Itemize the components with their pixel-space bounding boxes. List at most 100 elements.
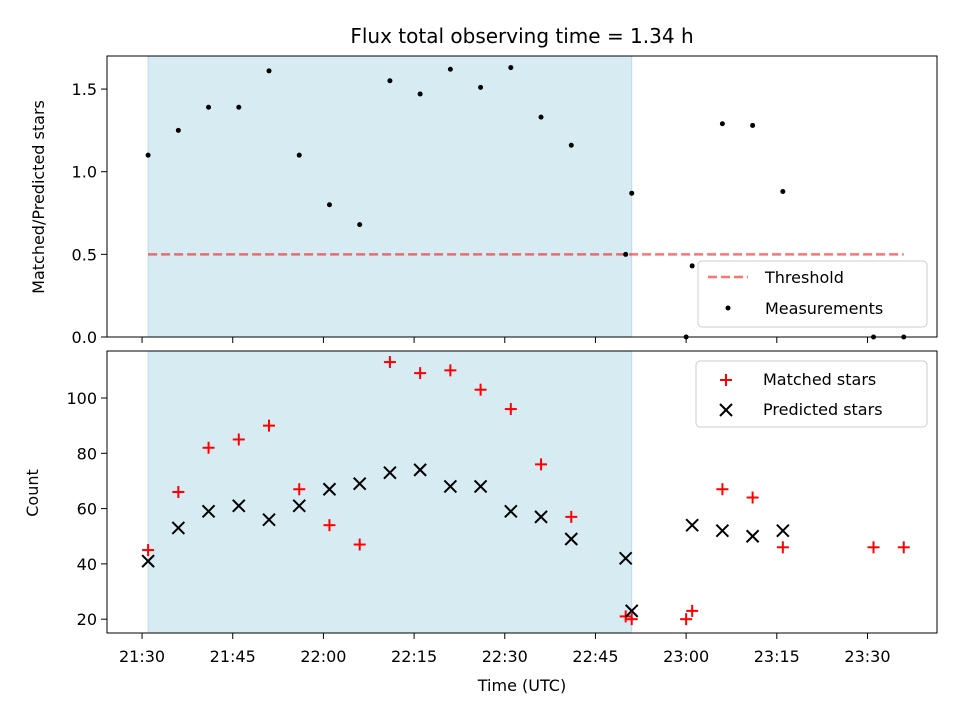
bottom-x-ticks: 21:30 21:45 22:00 22:15 22:30 22:45 23:00 23:15… <box>119 633 891 666</box>
predicted-star-point <box>534 510 548 524</box>
top-legend: Threshold Measurements <box>697 260 928 328</box>
matched-star-point <box>504 403 517 416</box>
bottom-y-tick-label: 40 <box>77 555 97 574</box>
x-tick-label: 22:00 <box>300 647 346 666</box>
predicted-star-point <box>504 504 518 519</box>
bottom-shaded-interval <box>147 350 633 634</box>
top-y-ticks: 0.0 0.5 1.0 1.5 <box>72 80 107 347</box>
x-tick-label: 23:30 <box>844 647 890 666</box>
matched-star-point <box>293 483 306 496</box>
x-tick-label: 22:15 <box>391 647 437 666</box>
matched-star-point <box>353 538 366 551</box>
predicted-star-point <box>383 465 397 480</box>
top-y-tick-label: 0.0 <box>72 328 97 347</box>
predicted-star-point <box>776 523 790 538</box>
predicted-star-point <box>473 479 488 494</box>
measurement-point <box>175 127 181 133</box>
measurement-point <box>568 142 574 148</box>
measurement-point <box>357 222 363 228</box>
matched-star-point <box>776 541 789 554</box>
count-points <box>141 356 910 626</box>
top-y-axis-label: Matched/Predicted stars <box>29 100 48 294</box>
matched-star-point <box>686 604 699 617</box>
matched-star-point <box>444 364 457 377</box>
measurement-point <box>206 104 212 110</box>
predicted-star-point <box>443 479 458 494</box>
matched-star-point <box>142 544 155 557</box>
matched-star-point <box>232 433 245 446</box>
matched-star-point <box>716 483 729 496</box>
measurement-point <box>478 84 484 90</box>
matched-legend-label: Matched stars <box>763 370 876 389</box>
measurement-point <box>417 91 423 97</box>
matched-star-point <box>474 383 487 396</box>
predicted-legend-label: Predicted stars <box>763 400 883 419</box>
x-tick-label: 22:30 <box>482 647 528 666</box>
chart-title: Flux total observing time = 1.34 h <box>350 24 693 48</box>
measurement-point <box>780 189 786 195</box>
matched-star-point <box>746 491 759 504</box>
matched-star-point <box>565 510 578 523</box>
matched-star-point <box>867 541 880 554</box>
bottom-panel: 20 40 60 80 100 21:30 21:45 22:00 22:15 22:30 22:… <box>23 350 938 695</box>
predicted-star-point <box>201 504 216 519</box>
top-x-ticks <box>141 337 868 343</box>
measurements-legend-swatch <box>725 305 731 311</box>
predicted-star-point <box>685 518 699 532</box>
top-y-tick-label: 1.0 <box>72 163 97 182</box>
bottom-y-axis-label: Count <box>23 469 42 517</box>
measurement-point <box>629 190 635 196</box>
measurement-point <box>447 66 453 72</box>
matched-star-point <box>625 613 638 626</box>
measurement-point <box>266 68 272 74</box>
top-y-tick-label: 0.5 <box>72 245 97 264</box>
bottom-legend: Matched stars Predicted stars <box>695 360 928 428</box>
matched-star-point <box>172 486 185 498</box>
measurement-point <box>719 121 725 127</box>
measurement-point <box>538 114 544 120</box>
bottom-axes-frame <box>106 350 938 634</box>
predicted-star-point <box>618 551 633 566</box>
top-y-tick-label: 1.5 <box>72 80 97 99</box>
measurement-point <box>326 202 332 208</box>
matched-star-point <box>897 541 910 554</box>
top-shaded-interval <box>147 55 633 338</box>
matched-star-point <box>263 419 276 432</box>
bottom-y-tick-label: 100 <box>66 389 97 408</box>
predicted-star-point <box>141 554 155 568</box>
matched-star-point <box>323 519 336 532</box>
predicted-star-point <box>322 482 337 496</box>
predicted-star-point <box>262 512 276 527</box>
predicted-star-point <box>745 529 760 543</box>
measurement-point <box>689 263 695 269</box>
x-tick-label: 21:30 <box>119 647 165 666</box>
predicted-star-point <box>292 499 306 513</box>
x-tick-label: 22:45 <box>572 647 618 666</box>
x-tick-label: 21:45 <box>210 647 256 666</box>
bottom-y-tick-label: 20 <box>77 610 97 629</box>
matched-star-point <box>414 367 427 380</box>
top-axes-frame <box>106 55 938 338</box>
top-legend-box <box>697 260 928 328</box>
matched-star-point <box>680 613 693 626</box>
measurement-point <box>236 104 242 110</box>
measurement-point <box>750 122 756 128</box>
matched-star-point <box>202 441 215 454</box>
predicted-legend-swatch <box>719 403 733 417</box>
x-axis-label: Time (UTC) <box>477 676 566 695</box>
matched-star-point <box>535 458 548 471</box>
predicted-star-point <box>413 463 427 477</box>
bottom-y-tick-label: 80 <box>77 444 97 463</box>
measurement-point <box>145 152 151 158</box>
bottom-legend-box <box>695 360 928 428</box>
threshold-legend-label: Threshold <box>764 268 844 287</box>
predicted-star-point <box>232 499 246 513</box>
matched-star-point <box>383 356 396 369</box>
predicted-star-point <box>715 523 730 538</box>
x-tick-label: 23:00 <box>663 647 709 666</box>
measurement-point <box>508 65 514 71</box>
predicted-star-point <box>352 476 367 491</box>
predicted-star-point <box>171 521 186 535</box>
matched-legend-swatch <box>720 374 732 386</box>
